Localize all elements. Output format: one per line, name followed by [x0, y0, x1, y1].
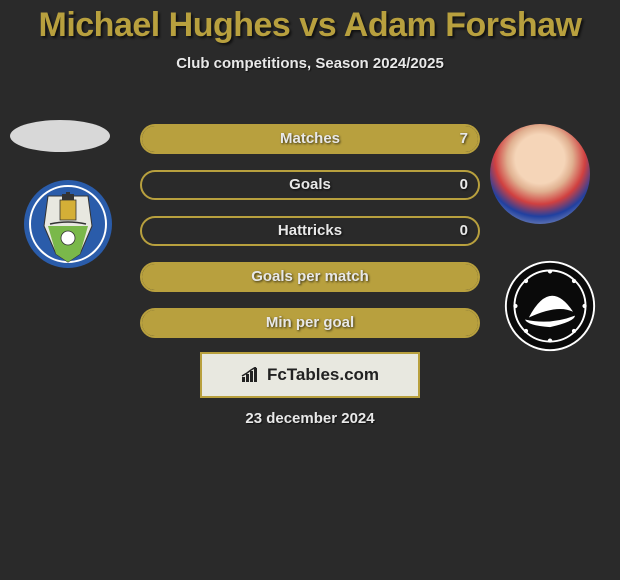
stat-value-right: 0 — [460, 172, 468, 198]
stats-container: Matches7Goals0Hattricks0Goals per matchM… — [140, 124, 480, 354]
stat-value-right: 0 — [460, 218, 468, 244]
stat-bar: Matches7 — [140, 124, 480, 154]
stat-bar: Min per goal — [140, 308, 480, 338]
stat-label: Hattricks — [142, 218, 478, 244]
club-left-badge — [18, 176, 118, 276]
player-right-avatar — [490, 124, 590, 224]
player-left-avatar — [10, 120, 110, 152]
stat-label: Goals per match — [142, 264, 478, 290]
plymouth-badge-icon — [502, 258, 598, 354]
coventry-badge-icon — [18, 176, 118, 276]
brand-box: FcTables.com — [200, 352, 420, 398]
stat-label: Goals — [142, 172, 478, 198]
stat-bar: Goals per match — [140, 262, 480, 292]
stat-bar: Goals0 — [140, 170, 480, 200]
date-label: 23 december 2024 — [0, 410, 620, 427]
stat-label: Min per goal — [142, 310, 478, 336]
stat-label: Matches — [142, 126, 478, 152]
subtitle: Club competitions, Season 2024/2025 — [0, 55, 620, 72]
brand-label: FcTables.com — [267, 365, 379, 385]
stat-value-right: 7 — [460, 126, 468, 152]
chart-icon — [241, 367, 261, 383]
club-right-badge — [502, 258, 598, 354]
page-title: Michael Hughes vs Adam Forshaw — [0, 0, 620, 45]
stat-bar: Hattricks0 — [140, 216, 480, 246]
